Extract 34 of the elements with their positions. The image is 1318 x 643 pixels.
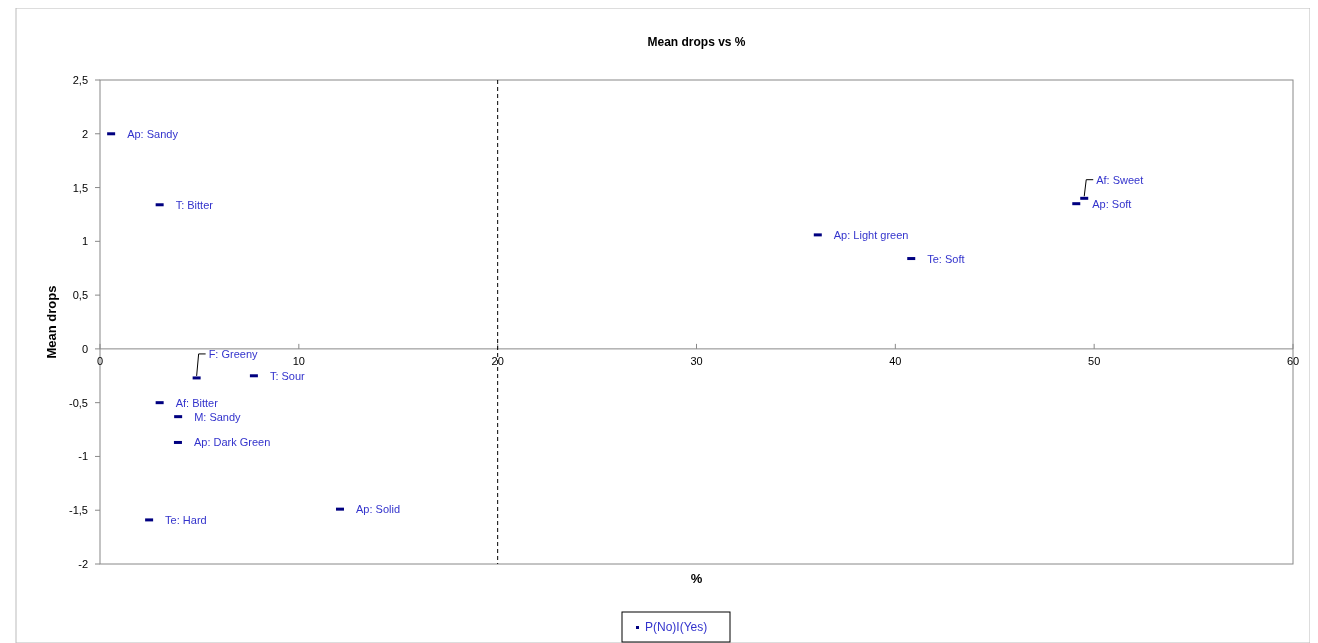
y-axis-title: Mean drops [44,285,59,359]
x-tick-label: 60 [1286,354,1300,367]
annotation: Ap: Sandy [127,127,179,140]
legend-label: P(No)I(Yes) [645,620,708,634]
x-tick-label: 0 [96,354,104,367]
x-tick-label: 40 [889,354,902,367]
x-tick-label: 20 [491,354,504,367]
y-tick-label: -1,5 [69,504,88,517]
y-tick-label: 2 [81,127,88,140]
x-axis-title: % [690,571,703,586]
annotation: M: Sandy [194,410,242,423]
x-tick-label: 30 [690,354,703,367]
x-tick-label: 10 [292,354,305,367]
y-tick-label: 2,5 [72,74,88,86]
annotation: T: Sour [269,369,306,382]
y-tick-label: -0,5 [69,396,88,409]
x-tick-label: 50 [1088,354,1101,367]
chart-title: Mean drops vs % [647,35,746,49]
annotation: Te: Hard [165,513,207,526]
annotation: Ap: Soft [1092,197,1132,210]
y-tick-label: 1,5 [72,181,88,194]
annotation: F: Greeny [208,347,259,360]
annotation: Ap: Light green [833,228,909,241]
y-tick-label: -1 [78,450,88,463]
annotation: Ap: Dark Green [193,436,271,449]
y-tick-label: 0,5 [72,289,88,302]
annotation: Af: Sweet [1096,173,1144,186]
annotation: T: Bitter [175,198,214,211]
annotation: Af: Bitter [175,396,219,409]
annotation: Ap: Solid [355,503,401,516]
y-tick-label: 1 [81,235,88,248]
y-tick-label: -2 [78,558,88,570]
annotation: Te: Soft [927,252,965,265]
y-tick-label: 0 [81,342,88,355]
